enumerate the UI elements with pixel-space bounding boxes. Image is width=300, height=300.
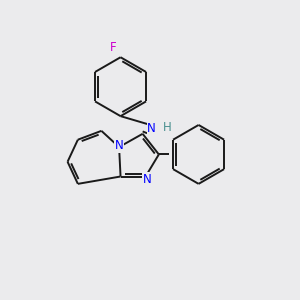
- Text: F: F: [110, 41, 116, 54]
- Text: H: H: [162, 121, 171, 134]
- Text: N: N: [115, 139, 124, 152]
- Text: N: N: [143, 173, 152, 186]
- Text: N: N: [147, 122, 156, 135]
